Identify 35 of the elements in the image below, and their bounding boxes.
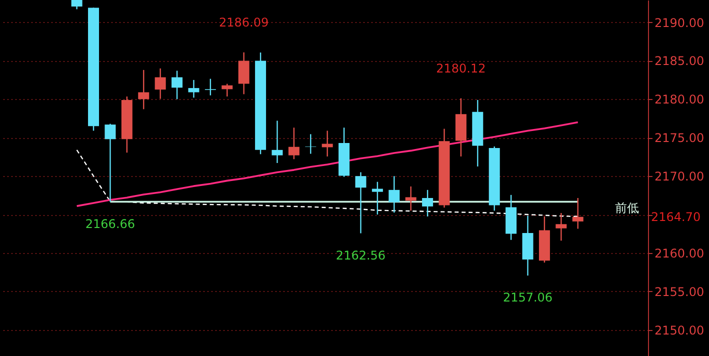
candlestick	[372, 181, 383, 216]
y-tick-label: 2190.00	[654, 16, 704, 30]
line-series	[76, 121, 579, 207]
annotation: 2162.56	[336, 248, 386, 262]
candlestick	[154, 68, 166, 100]
text: 2164.70	[651, 210, 701, 224]
y-tick-label: 2160.00	[654, 246, 704, 260]
candlestick	[138, 69, 150, 110]
y-tick-label: 2155.00	[654, 284, 704, 299]
candlestick	[272, 120, 283, 164]
y-tick-label: 2175.00	[654, 131, 704, 146]
candlestick	[104, 123, 116, 202]
candlestick	[556, 212, 567, 242]
annotation: 2157.06	[502, 290, 553, 305]
candlestick	[188, 79, 200, 98]
annotation: 2180.12	[436, 61, 486, 76]
candlestick	[288, 127, 300, 160]
candlestick	[222, 83, 233, 98]
annotation: 2166.66	[85, 216, 136, 231]
candlestick	[422, 189, 434, 218]
annotation: 2186.09	[219, 15, 269, 30]
y-tick-label: 2150.00	[654, 323, 704, 338]
candlestick	[305, 134, 316, 154]
candlestick	[172, 70, 183, 100]
candlestick	[572, 197, 584, 230]
candlestick	[388, 175, 400, 214]
text: 前低	[615, 200, 639, 215]
candlestick	[405, 186, 416, 212]
candlestick	[204, 78, 216, 96]
candlestick	[71, 0, 82, 10]
y-tick-label: 2170.00	[654, 170, 704, 184]
y-tick-label: 2185.00	[654, 54, 704, 68]
candlestick	[238, 52, 250, 95]
y-tick-label: 2180.00	[654, 92, 704, 107]
candlestick	[355, 172, 366, 234]
